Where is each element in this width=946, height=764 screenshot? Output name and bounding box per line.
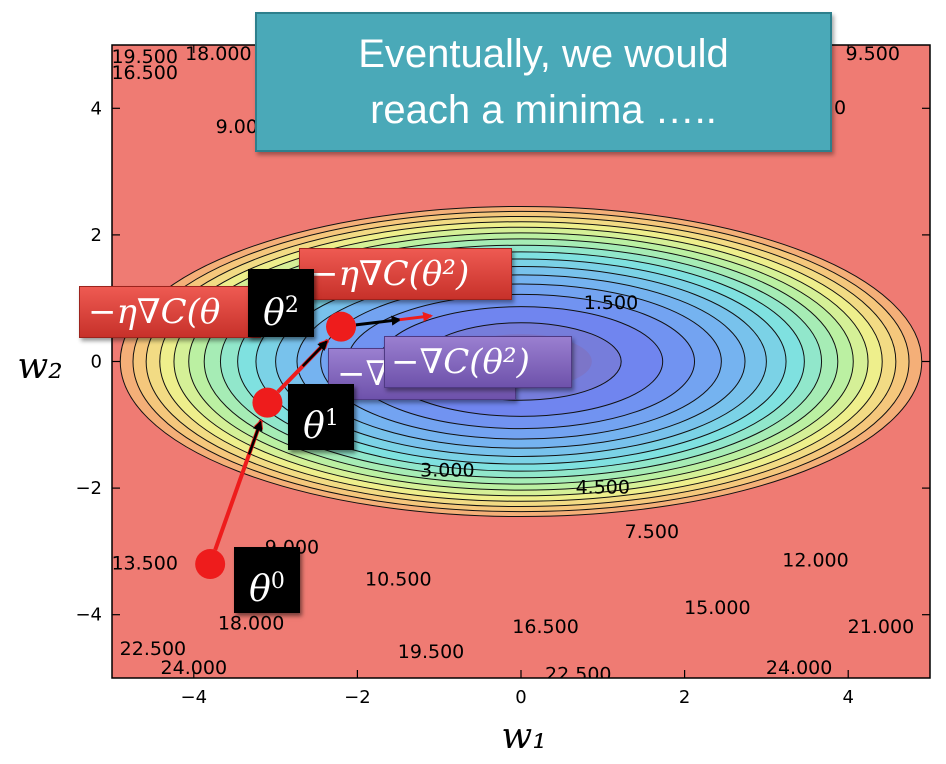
contour-label: 15.000 bbox=[684, 597, 750, 619]
contour-label: 7.500 bbox=[625, 521, 679, 543]
contour-label: 13.500 bbox=[111, 553, 177, 575]
gradient-arrow-next bbox=[355, 315, 402, 327]
path-point-θ0 bbox=[195, 549, 226, 580]
contour-lines bbox=[119, 205, 923, 518]
y-tick-label: 4 bbox=[91, 98, 102, 119]
contour-label: 22.500 bbox=[120, 638, 186, 660]
step-label-1: −η∇C(θ bbox=[79, 286, 261, 338]
x-tick-label: 4 bbox=[842, 687, 853, 708]
gradient-arrow bbox=[247, 420, 263, 455]
path-point-θ2 bbox=[326, 311, 357, 342]
y-tick-label: −2 bbox=[75, 478, 102, 499]
x-axis-label: w₁ bbox=[501, 716, 546, 757]
contour-label: 18.000 bbox=[218, 613, 284, 635]
contour-line bbox=[119, 205, 923, 518]
callout-line-2: reach a minima ….. bbox=[370, 88, 717, 132]
contour-label: 22.500 bbox=[545, 663, 611, 685]
x-tick-label: 0 bbox=[515, 687, 526, 708]
y-axis-label: w₂ bbox=[17, 346, 62, 387]
gradient-arrow bbox=[301, 340, 328, 368]
y-tick-label: 2 bbox=[91, 225, 102, 246]
contour-label: 12.000 bbox=[782, 549, 848, 571]
contour-line bbox=[296, 274, 746, 449]
path-point-θ1 bbox=[252, 387, 283, 418]
x-tick-label: −4 bbox=[181, 687, 208, 708]
y-tick-label: 0 bbox=[91, 352, 102, 373]
theta0-label: θ0 bbox=[234, 547, 300, 613]
gradient-label-2: −∇C(θ²) bbox=[384, 336, 572, 388]
descent-next-arrow bbox=[399, 311, 434, 322]
callout-box: Eventually, we would reach a minima ….. bbox=[255, 12, 832, 152]
contour-label: 16.500 bbox=[512, 616, 578, 638]
theta1-label: θ1 bbox=[288, 384, 354, 450]
contour-line bbox=[203, 238, 839, 485]
callout-line-1: Eventually, we would bbox=[358, 32, 729, 76]
contour-label: 21.000 bbox=[848, 616, 914, 638]
contour-line bbox=[132, 210, 910, 513]
contour-line bbox=[255, 258, 787, 465]
contour-line bbox=[275, 266, 767, 457]
contour-line bbox=[188, 232, 854, 491]
theta2-label: θ2 bbox=[248, 269, 314, 337]
contour-label: 10.500 bbox=[365, 568, 431, 590]
contour-line bbox=[219, 244, 823, 479]
contour-label: 3.000 bbox=[420, 460, 474, 482]
x-axis: −4 −2 0 2 4 bbox=[181, 45, 854, 708]
step-label-2: −η∇C(θ²) bbox=[299, 248, 512, 300]
descent-path bbox=[195, 311, 434, 580]
contour-line bbox=[145, 215, 897, 508]
contour-line bbox=[173, 226, 869, 497]
contour-label: 24.000 bbox=[161, 657, 227, 679]
contour-label: 1.500 bbox=[584, 292, 638, 314]
contour-label: 4.500 bbox=[576, 477, 630, 499]
x-tick-label: −2 bbox=[344, 687, 371, 708]
contour-label: 19.500 bbox=[398, 641, 464, 663]
x-tick-label: 2 bbox=[679, 687, 690, 708]
contour-label: 19.500 bbox=[111, 46, 177, 68]
contour-label: 24.000 bbox=[766, 657, 832, 679]
contour-label: 18.000 bbox=[185, 43, 251, 65]
y-tick-label: −4 bbox=[75, 605, 102, 626]
contour-label: 9.500 bbox=[846, 43, 900, 65]
y-axis: −4 −2 0 2 4 bbox=[75, 98, 930, 626]
contour-line bbox=[320, 283, 722, 440]
contour-line bbox=[237, 251, 805, 472]
contour-line bbox=[159, 221, 883, 502]
contour-label: 16.500 bbox=[111, 62, 177, 84]
contour-label: 0 bbox=[834, 97, 846, 119]
